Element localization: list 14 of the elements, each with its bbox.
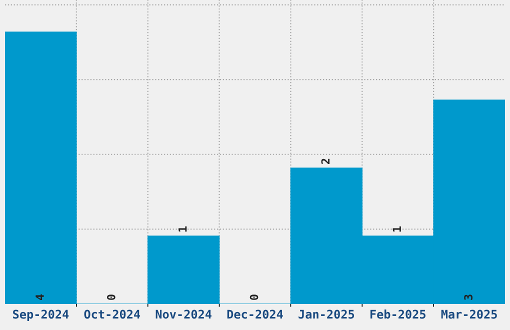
- data-label: 1: [178, 226, 187, 232]
- x-tick-label: Sep-2024: [13, 310, 69, 321]
- x-tick-label: Jan-2025: [298, 310, 354, 319]
- x-tick-label: Oct-2024: [84, 310, 140, 319]
- data-label: 2: [321, 158, 330, 164]
- data-label: 0: [106, 294, 116, 300]
- data-label: 4: [36, 294, 44, 300]
- x-tick-label: Feb-2025: [370, 310, 426, 319]
- data-label: 1: [392, 226, 401, 232]
- x-tick-label: Nov-2024: [156, 310, 212, 319]
- x-tick-label: Dec-2024: [227, 310, 283, 319]
- data-label: 3: [464, 294, 473, 300]
- x-tick-label: Mar-2025: [441, 310, 497, 319]
- data-label: 0: [250, 294, 258, 300]
